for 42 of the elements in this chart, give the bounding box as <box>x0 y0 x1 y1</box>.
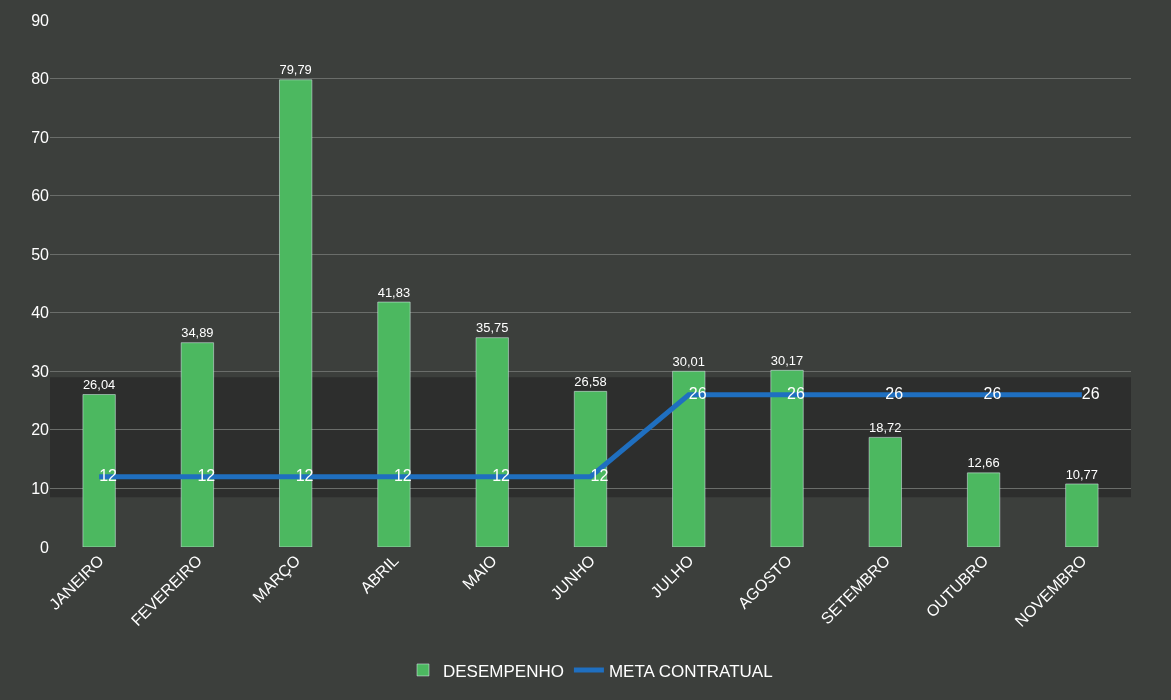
y-tick-label: 50 <box>31 245 50 263</box>
bar <box>574 391 607 547</box>
data-label: 12 <box>492 466 511 484</box>
data-label: 26,58 <box>574 373 607 389</box>
data-label: 12 <box>393 466 412 484</box>
bar <box>377 301 411 547</box>
y-tick-label: 80 <box>31 70 50 88</box>
data-label: 12,66 <box>967 455 1000 471</box>
y-tick-label: 10 <box>31 480 50 498</box>
data-label: 12 <box>295 466 314 484</box>
bar <box>475 337 509 547</box>
legend-label: DESEMPENHO <box>443 661 564 681</box>
data-label: 30,17 <box>770 352 804 368</box>
data-label: 26,04 <box>82 377 116 393</box>
data-label: 30,01 <box>672 353 705 369</box>
bar <box>279 79 313 547</box>
y-tick-label: 90 <box>31 11 50 29</box>
y-tick-label: 60 <box>31 187 50 205</box>
data-label: 18,72 <box>869 419 902 435</box>
data-label: 34,89 <box>181 325 214 341</box>
data-label: 79,79 <box>279 62 312 78</box>
y-tick-label: 40 <box>31 304 50 322</box>
legend-label: META CONTRATUAL <box>608 661 773 681</box>
data-label: 35,75 <box>476 320 509 336</box>
y-tick-label: 20 <box>31 421 50 439</box>
data-label: 26 <box>688 384 707 402</box>
bar <box>82 394 116 547</box>
y-tick-label: 30 <box>31 362 50 380</box>
bar <box>180 342 214 547</box>
bar <box>967 472 1001 547</box>
data-label: 12 <box>99 466 118 484</box>
bar <box>868 437 902 547</box>
y-tick-label: 70 <box>31 128 50 146</box>
y-tick-label: 0 <box>40 538 50 556</box>
bar <box>1065 483 1099 547</box>
data-label: 10,77 <box>1065 466 1098 482</box>
bar <box>672 371 706 547</box>
data-label: 26 <box>787 384 805 402</box>
bar <box>770 370 804 547</box>
data-label: 12 <box>197 466 216 484</box>
data-label: 41,83 <box>377 284 411 300</box>
data-label: 26 <box>1081 384 1100 402</box>
